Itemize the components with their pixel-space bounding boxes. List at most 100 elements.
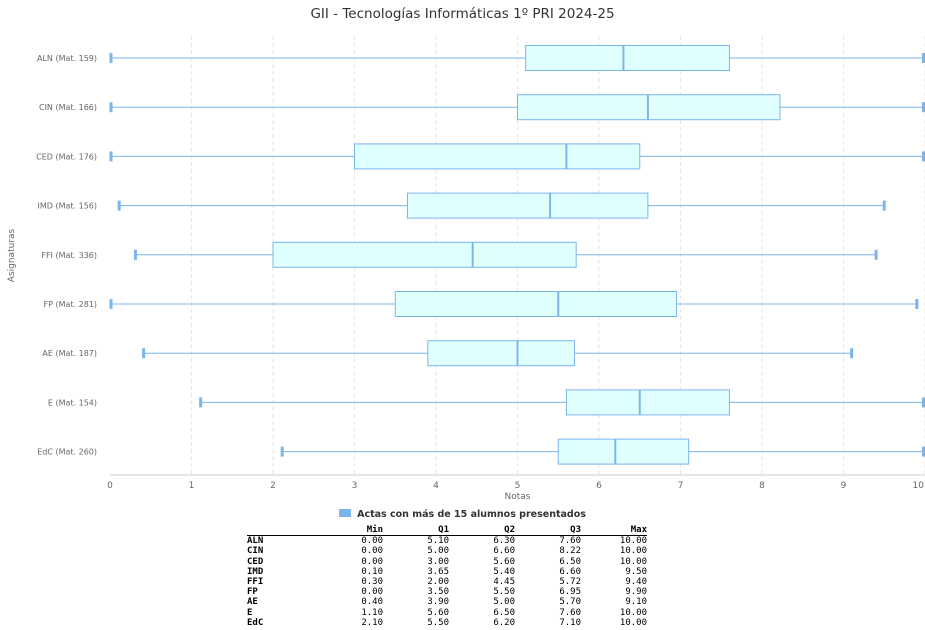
stats-cell: 3.90 (427, 597, 449, 608)
legend-swatch (339, 509, 352, 517)
stats-cell: 7.10 (559, 617, 581, 628)
stats-cell: 4.45 (493, 577, 515, 588)
legend[interactable]: Actas con más de 15 alumnos presentados (0, 509, 925, 520)
box-group (109, 143, 925, 170)
stats-cell: 8.22 (559, 546, 581, 557)
stats-cell: 10.00 (619, 536, 647, 547)
stats-cell: 5.40 (493, 566, 515, 577)
stats-cell: 3.00 (427, 556, 449, 567)
stats-cell: 6.50 (559, 556, 581, 567)
category-label: CIN (Mat. 166) (39, 103, 97, 112)
stats-cell: 10.00 (619, 546, 647, 557)
box-iqr (557, 438, 690, 465)
x-tick-label: 7 (678, 481, 684, 491)
x-tick-label: 10 (913, 481, 925, 491)
box-group (117, 192, 886, 219)
stats-row: CED 0.00 3.00 5.60 6.50 10.00 (247, 557, 647, 567)
x-axis-ticks: 0 1 2 3 4 5 6 7 8 9 10 (107, 481, 924, 491)
box-group (109, 291, 919, 317)
x-tick-label: 1 (189, 481, 195, 491)
stats-cell: 5.60 (427, 607, 449, 618)
stats-cell: 9.40 (625, 577, 647, 588)
chart-title: GII - Tecnologías Informáticas 1º PRI 20… (310, 6, 615, 22)
stats-cell: 0.00 (361, 536, 383, 547)
stats-row: FFI 0.30 2.00 4.45 5.72 9.40 (247, 577, 647, 587)
x-tick-label: 0 (107, 481, 113, 491)
stats-cell: 5.60 (493, 556, 515, 567)
stats-row-label: ALN (247, 536, 264, 547)
stats-row: IMD 0.10 3.65 5.40 6.60 9.50 (247, 567, 647, 577)
box-iqr (525, 45, 730, 71)
stats-header-min: Min (366, 525, 383, 535)
stats-cell: 0.00 (361, 546, 383, 557)
stats-cell: 6.60 (493, 546, 515, 557)
box-iqr (354, 143, 641, 170)
stats-header-q1: Q1 (438, 525, 449, 535)
stats-header-row: Min Q1 Q2 Q3 Max (247, 525, 647, 536)
stats-table-body: ALN 0.00 5.10 6.30 7.60 10.00 CIN 0.00 5.00 6.60 8… (247, 536, 647, 628)
box-iqr (394, 291, 677, 317)
y-axis-ticks: ALN (Mat. 159) CIN (Mat. 166) CED (Mat. 17… (36, 54, 97, 457)
stats-table: Min Q1 Q2 Q3 Max ALN 0.00 5.10 6.30 7.60 10.0… (247, 525, 647, 628)
x-tick-label: 8 (759, 481, 765, 491)
x-tick-label: 5 (515, 481, 521, 491)
category-label: IMD (Mat. 156) (37, 202, 97, 211)
stats-cell: 7.60 (559, 607, 581, 618)
stats-cell: 3.65 (427, 566, 449, 577)
box-group (133, 241, 878, 268)
stats-cell: 0.40 (361, 597, 383, 608)
stats-row: AE 0.40 3.90 5.00 5.70 9.10 (247, 597, 647, 607)
x-tick-label: 9 (841, 481, 847, 491)
stats-cell: 6.20 (493, 617, 515, 628)
box-iqr (427, 340, 576, 367)
stats-cell: 0.00 (361, 587, 383, 598)
category-label: FP (Mat. 281) (43, 300, 97, 309)
box-iqr (406, 192, 649, 219)
stats-cell: 5.72 (559, 577, 581, 588)
stats-row: ALN 0.00 5.10 6.30 7.60 10.00 (247, 536, 647, 547)
stats-cell: 0.10 (361, 566, 383, 577)
stats-cell: 6.95 (559, 587, 581, 598)
stats-cell: 1.10 (361, 607, 383, 618)
stats-row: EdC 2.10 5.50 6.20 7.10 10.00 (247, 618, 647, 628)
stats-cell: 3.50 (427, 587, 449, 598)
stats-cell: 0.30 (361, 577, 383, 588)
stats-row: CIN 0.00 5.00 6.60 8.22 10.00 (247, 546, 647, 556)
stats-cell: 0.00 (361, 556, 383, 567)
y-axis-title: Asignaturas (7, 228, 17, 282)
stats-cell: 6.30 (493, 536, 515, 547)
box-group (142, 340, 854, 367)
stats-cell: 5.50 (427, 617, 449, 628)
box-iqr (272, 241, 577, 268)
stats-row-label: IMD (247, 566, 264, 577)
x-tick-label: 6 (596, 481, 602, 491)
box-iqr (565, 389, 730, 416)
category-label: ALN (Mat. 159) (37, 54, 97, 63)
stats-row-label: CIN (247, 546, 264, 557)
stats-row-label: FFI (247, 577, 264, 588)
stats-row-label: E (247, 607, 253, 618)
stats-row-label: AE (247, 597, 258, 608)
stats-cell: 2.00 (427, 577, 449, 588)
stats-row-label: FP (247, 587, 258, 598)
category-label: FFI (Mat. 336) (41, 251, 97, 260)
stats-row-label: EdC (247, 617, 264, 628)
x-tick-label: 2 (270, 481, 276, 491)
stats-header-q2: Q2 (504, 525, 515, 535)
x-tick-label: 4 (433, 481, 439, 491)
box-group (199, 389, 925, 416)
stats-cell: 9.50 (625, 566, 647, 577)
stats-row: FP 0.00 3.50 5.50 6.95 9.90 (247, 587, 647, 597)
stats-cell: 7.60 (559, 536, 581, 547)
x-tick-label: 3 (352, 481, 358, 491)
category-label: CED (Mat. 176) (36, 152, 97, 161)
boxplot-chart: 0 1 2 3 4 5 6 7 8 9 10 ALN (Mat. 159) CIN (Mat. 166… (7, 36, 925, 502)
stats-cell: 10.00 (619, 607, 647, 618)
stats-cell: 9.90 (625, 587, 647, 598)
stats-cell: 2.10 (361, 617, 383, 628)
stats-header-blank (247, 525, 317, 536)
boxes (109, 45, 925, 465)
category-label: AE (Mat. 187) (42, 349, 97, 358)
box-group (109, 94, 925, 121)
stats-header-q3: Q3 (570, 525, 581, 535)
